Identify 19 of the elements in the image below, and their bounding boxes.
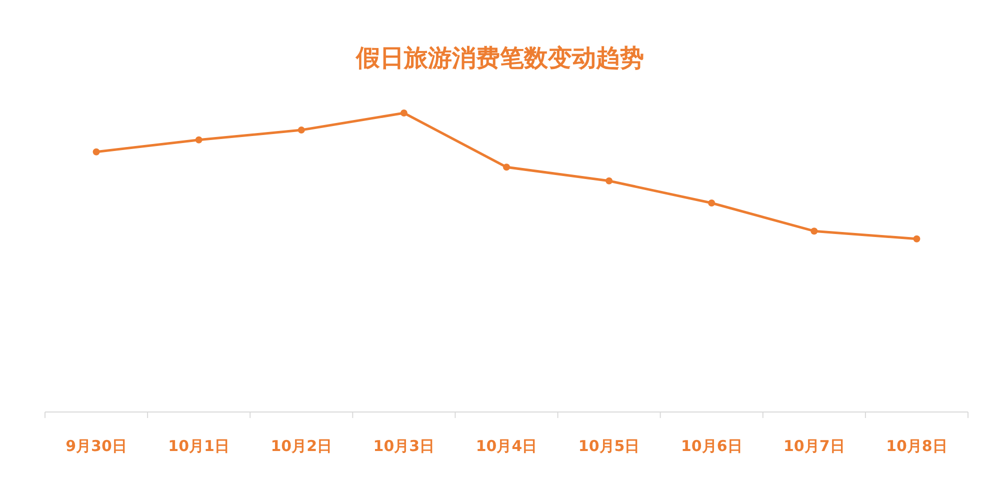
x-tick-label: 10月1日 bbox=[168, 437, 230, 455]
point bbox=[708, 200, 716, 206]
x-tick-label: 10月5日 bbox=[578, 437, 640, 455]
x-tick-label: 10月8日 bbox=[886, 437, 948, 455]
title: 假日旅游消费笔数变动趋势 bbox=[356, 44, 644, 72]
point bbox=[195, 136, 202, 144]
x-tick-label: 10月3日 bbox=[373, 437, 435, 455]
point bbox=[400, 110, 408, 116]
x-tick-label: 10月4日 bbox=[476, 437, 538, 455]
point bbox=[503, 164, 510, 171]
point bbox=[810, 228, 818, 235]
x-tick-label: 10月2日 bbox=[270, 437, 332, 455]
point bbox=[298, 126, 305, 134]
x-tick-label: 10月6日 bbox=[680, 437, 742, 455]
x-tick-label: 10月7日 bbox=[784, 437, 845, 455]
x-tick-label: 9月30日 bbox=[66, 437, 127, 455]
point bbox=[92, 148, 100, 156]
point bbox=[606, 177, 613, 184]
point bbox=[913, 235, 920, 242]
